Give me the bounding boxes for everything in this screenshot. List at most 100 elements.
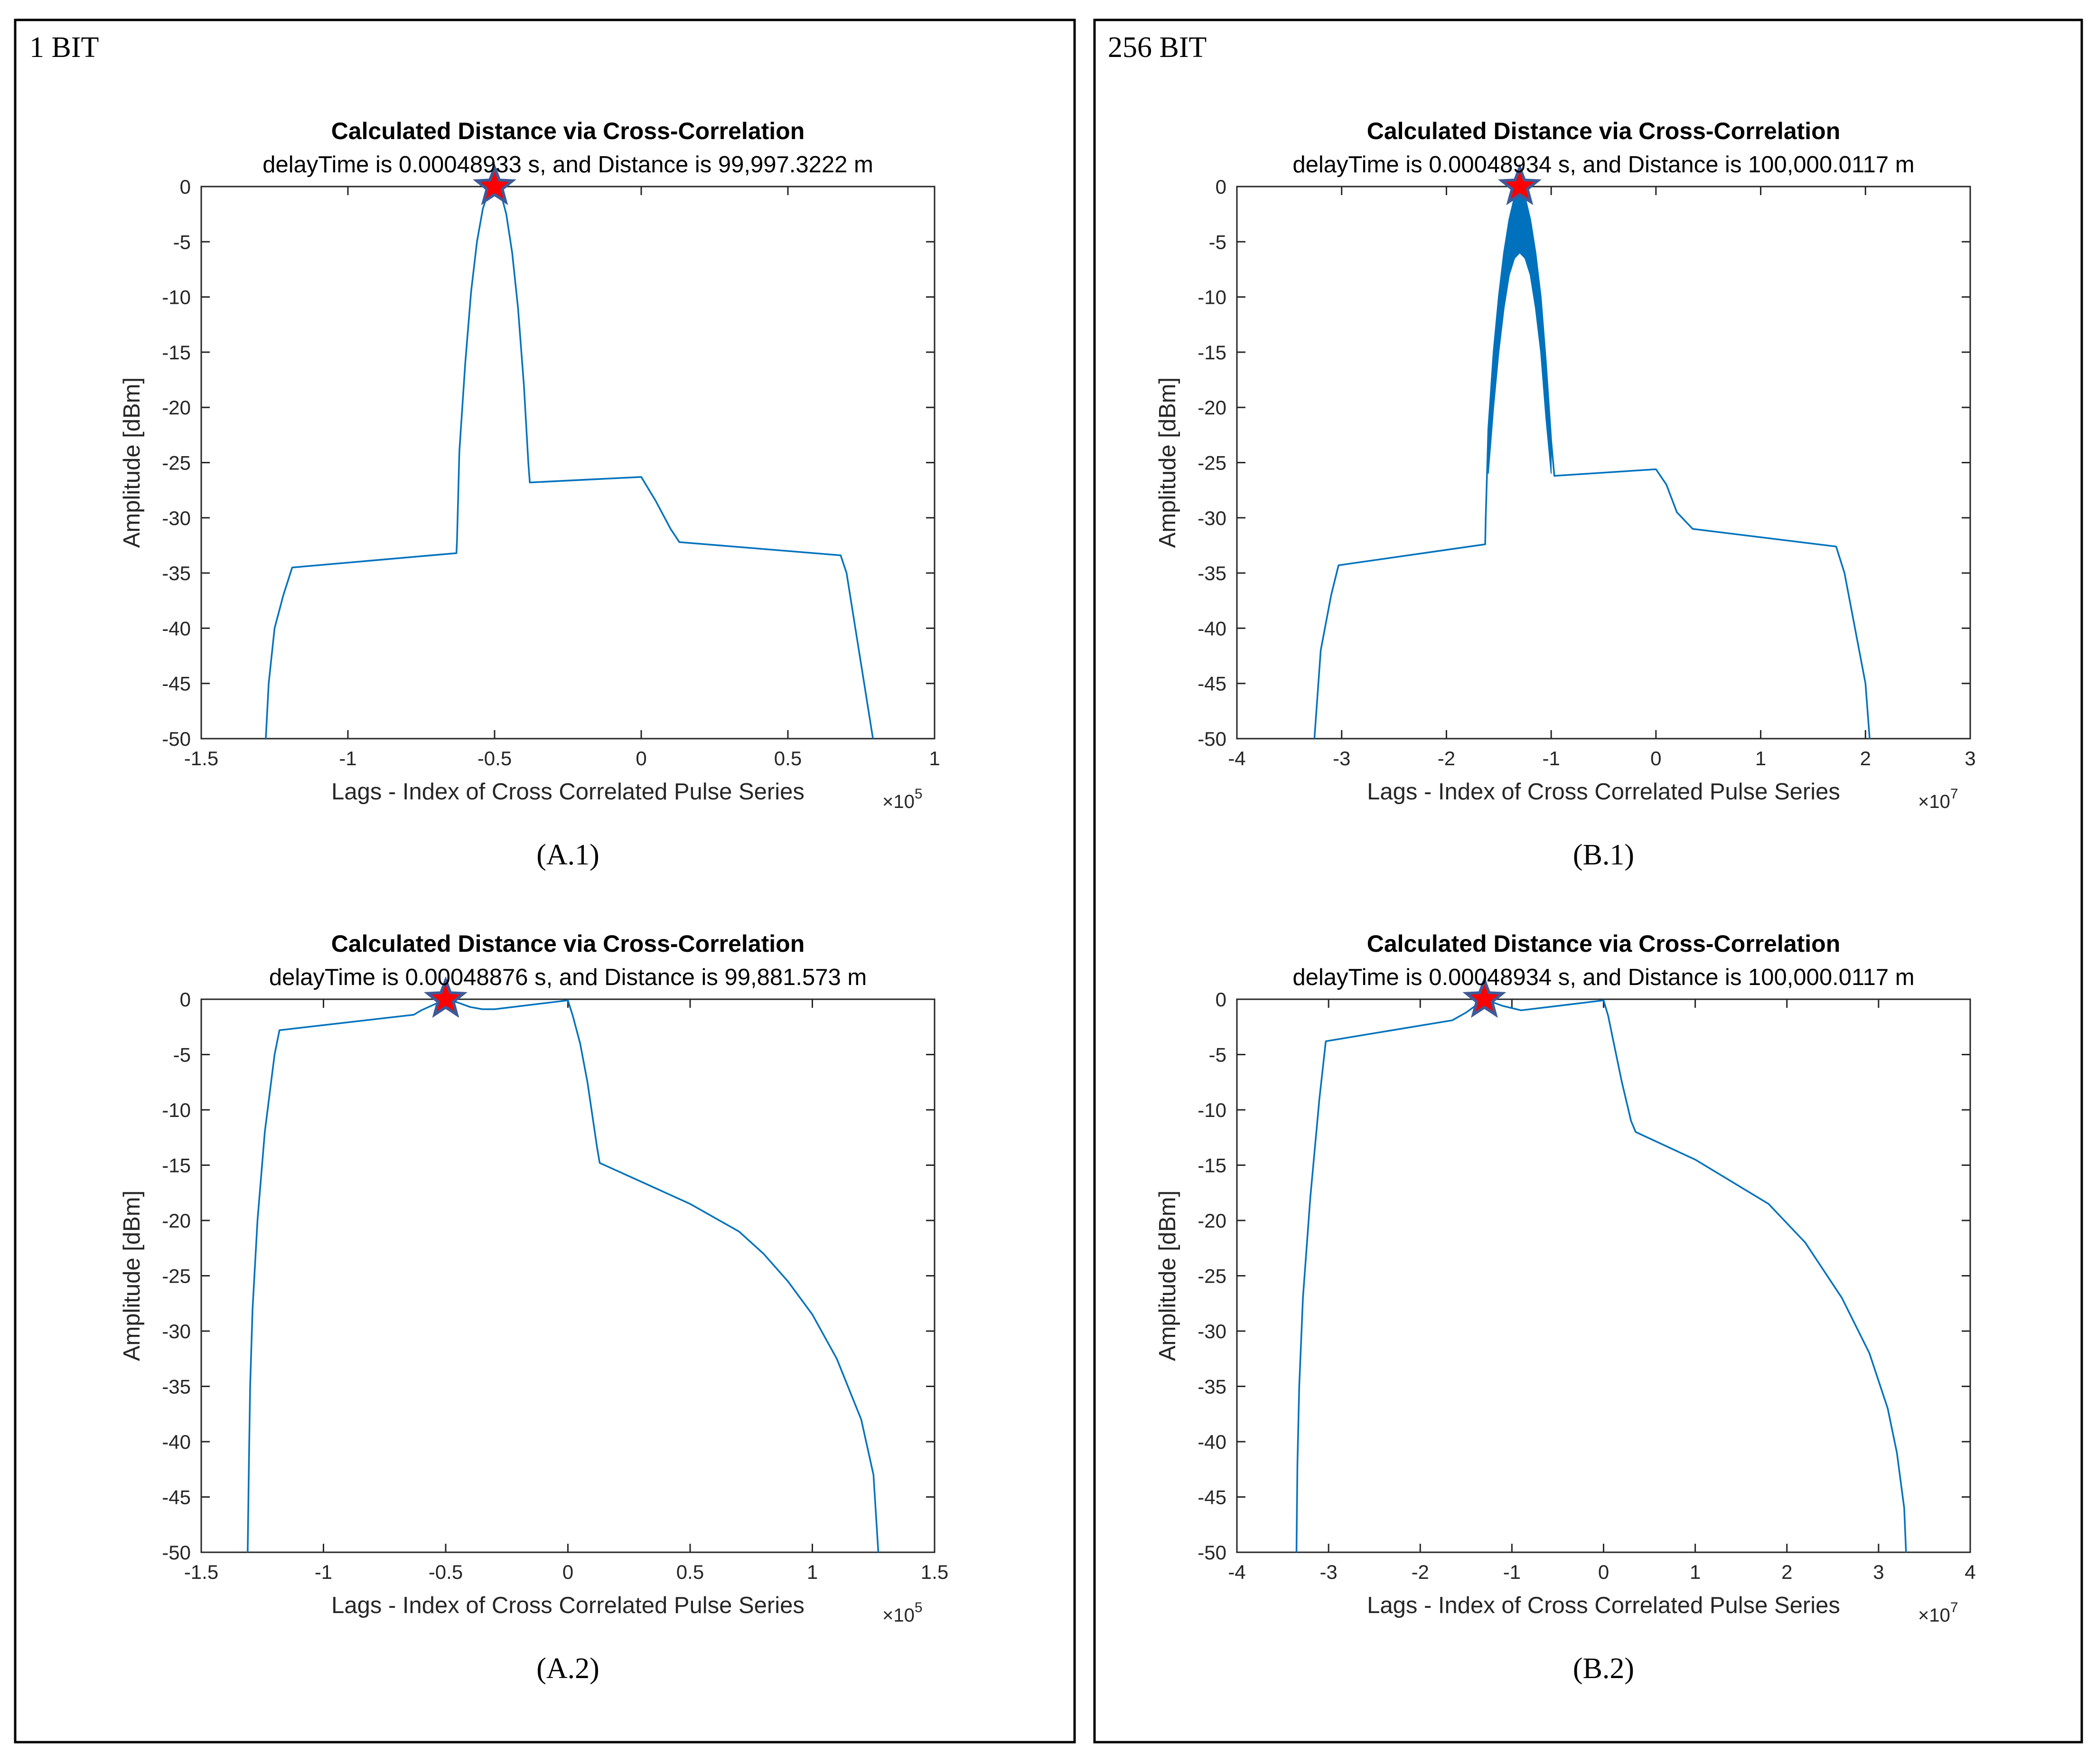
y-tick-label: -10	[1198, 1099, 1226, 1121]
x-tick-label: -1	[315, 1561, 332, 1583]
x-tick-label: 1	[1755, 747, 1766, 769]
y-axis-label: Amplitude [dBm]	[119, 377, 145, 548]
y-tick-label: -50	[162, 1541, 191, 1564]
left-group-frame	[14, 19, 1076, 1744]
y-tick-label: -25	[1198, 1265, 1226, 1287]
plot-area	[1236, 186, 1971, 740]
x-tick-label: 0	[636, 747, 646, 769]
y-tick-label: -20	[1198, 396, 1226, 419]
chart-title: Calculated Distance via Cross-Correlatio…	[1367, 930, 1841, 957]
y-tick-label: -30	[162, 507, 191, 529]
x-tick-label: -1.5	[184, 747, 218, 769]
x-tick-label: 1	[1690, 1561, 1701, 1583]
y-tick-label: -50	[1198, 728, 1226, 750]
y-tick-label: -15	[1198, 1154, 1226, 1177]
x-tick-label: 0	[562, 1561, 573, 1583]
correlation-line	[1295, 998, 1907, 1553]
x-tick-label: -4	[1228, 1561, 1245, 1583]
x-tick-label: -2	[1438, 747, 1455, 769]
chart-subtitle: delayTime is 0.00048934 s, and Distance …	[1292, 152, 1914, 178]
x-tick-label: 0.5	[676, 1561, 704, 1583]
peak-star-marker	[424, 976, 468, 1018]
y-tick-label: -25	[1198, 452, 1226, 474]
x-exponent-power: 5	[915, 786, 923, 802]
y-axis-label: Amplitude [dBm]	[119, 1191, 145, 1361]
y-tick-label: -30	[162, 1320, 191, 1342]
y-tick-label: -30	[1198, 1320, 1226, 1342]
panel-caption: (B.2)	[1573, 1652, 1634, 1685]
x-exponent-power: 7	[1950, 786, 1958, 802]
right-group-label: 256 BIT	[1108, 31, 1207, 64]
y-tick-label: -5	[1209, 231, 1226, 253]
x-tick-label: -0.5	[429, 1561, 463, 1583]
x-axis-label: Lags - Index of Cross Correlated Pulse S…	[1367, 1593, 1840, 1618]
y-tick-label: -35	[162, 562, 191, 584]
plot-area	[200, 186, 936, 740]
y-tick-label: 0	[1216, 988, 1226, 1011]
y-tick-label: -45	[1198, 1486, 1226, 1509]
x-tick-label: -1	[1503, 1561, 1521, 1583]
chart-title: Calculated Distance via Cross-Correlatio…	[1367, 118, 1841, 144]
y-tick-label: -15	[162, 341, 191, 364]
x-tick-label: -1.5	[184, 1561, 218, 1583]
x-exponent-label: ×105	[882, 786, 923, 812]
y-tick-label: -20	[162, 396, 191, 419]
x-tick-label: -4	[1228, 747, 1245, 769]
peak-star-marker	[1497, 163, 1542, 206]
y-tick-label: -5	[173, 231, 191, 253]
x-tick-label: 2	[1781, 1561, 1792, 1583]
chart-b2: -4 -3 -2 -1 0 1 2 3 40-5-10-15-20-25-30-35-40-45…	[1155, 930, 1976, 1685]
plot-area	[200, 998, 936, 1553]
panel-caption: (B.1)	[1573, 839, 1634, 871]
x-tick-label: 0.5	[774, 747, 802, 769]
x-exponent-label: ×105	[882, 1600, 923, 1626]
right-group-frame	[1093, 19, 2083, 1744]
y-tick-label: -45	[162, 673, 191, 695]
y-tick-label: -25	[162, 1265, 191, 1287]
y-tick-label: -40	[1198, 617, 1226, 639]
y-tick-label: -40	[162, 1431, 191, 1453]
x-axis-label: Lags - Index of Cross Correlated Pulse S…	[1367, 779, 1840, 805]
x-exponent-base: ×10	[882, 1605, 915, 1626]
x-tick-label: 0	[1650, 747, 1661, 769]
x-exponent-power: 5	[915, 1600, 923, 1615]
correlation-line	[247, 998, 880, 1553]
y-axis-label: Amplitude [dBm]	[1155, 1191, 1180, 1361]
y-tick-label: -30	[1198, 507, 1226, 529]
correlation-line	[265, 186, 874, 739]
y-tick-label: -15	[1198, 341, 1226, 364]
x-tick-label: 2	[1860, 747, 1871, 769]
x-exponent-base: ×10	[1918, 791, 1950, 812]
y-tick-label: -10	[162, 1099, 191, 1121]
peak-star-marker	[473, 163, 516, 206]
y-tick-label: -45	[1198, 673, 1226, 695]
y-tick-label: -10	[162, 286, 191, 309]
chart-a2: -1.5 -1 -0.5 0 0.5 1 1.5 0 -5 -10 -15 -20 -25 -30 -35 -…	[119, 930, 948, 1685]
left-group-label: 1 BIT	[29, 31, 99, 64]
y-tick-label: -35	[1198, 1376, 1226, 1398]
panel-caption: (A.1)	[536, 839, 599, 871]
x-tick-label: -1	[339, 747, 356, 769]
x-tick-label: 0	[1598, 1561, 1609, 1583]
y-tick-label: -20	[1198, 1210, 1226, 1232]
x-tick-label: 1	[929, 747, 940, 769]
chart-b1: -4 -3 -2 -1 0 1 2 30-5-10-15-20-25-30-35-40-45-…	[1155, 118, 1976, 871]
y-tick-label: -45	[162, 1486, 191, 1509]
peak-star-marker	[1462, 976, 1506, 1018]
x-exponent-base: ×10	[1918, 1605, 1950, 1626]
x-tick-label: -3	[1333, 747, 1350, 769]
y-tick-label: -5	[1209, 1044, 1226, 1066]
y-tick-label: 0	[180, 176, 191, 198]
y-tick-label: -35	[1198, 562, 1226, 584]
x-tick-label: 1	[807, 1561, 818, 1583]
x-tick-label: -1	[1542, 747, 1560, 769]
plot-area	[1236, 998, 1971, 1553]
x-exponent-label: ×107	[1918, 1600, 1958, 1626]
x-tick-label: 4	[1965, 1561, 1975, 1583]
x-axis-label: Lags - Index of Cross Correlated Pulse S…	[331, 779, 805, 805]
y-axis-label: Amplitude [dBm]	[1155, 377, 1180, 548]
y-tick-label: -25	[162, 452, 191, 474]
x-tick-label: -2	[1412, 1561, 1429, 1583]
x-tick-label: -3	[1319, 1561, 1337, 1583]
